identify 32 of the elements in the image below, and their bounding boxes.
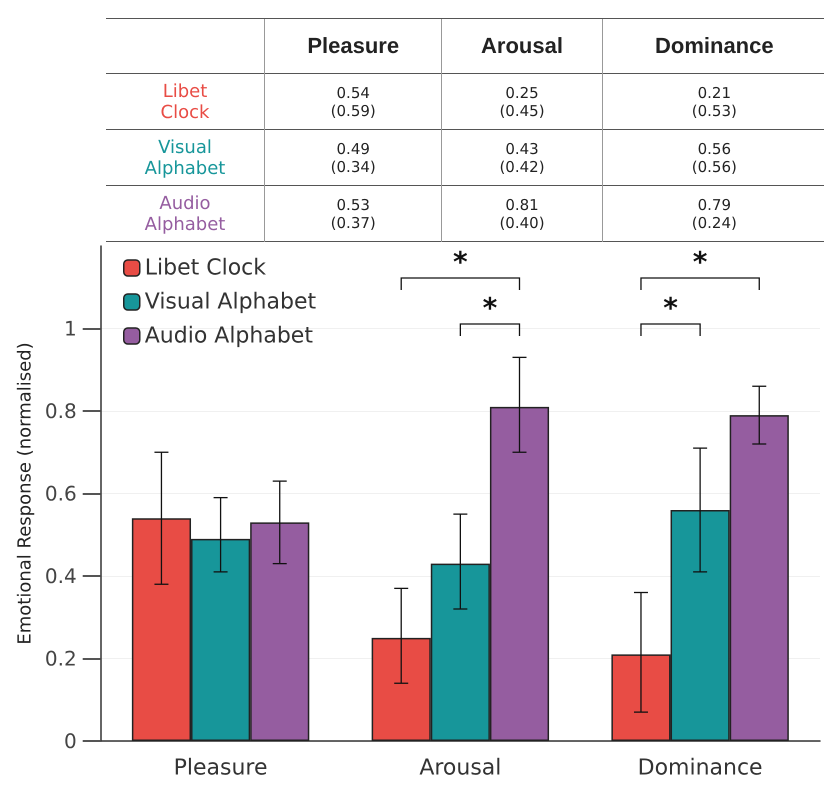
legend-label: Audio Alphabet [144,324,314,348]
text: Audio Alphabet [144,192,226,234]
text: 0.49 (0.34) [264,130,442,186]
y-tick-label: 0.2 [44,646,77,670]
category-label: Dominance [655,33,774,58]
text: 0.81 (0.40) [442,186,602,242]
text: 0.21 (0.53) [602,74,824,130]
y-axis-title: Emotional Response (normalised) [14,342,36,645]
category-label: Arousal [481,33,563,58]
text: 0.56 (0.56) [602,130,824,186]
text: 0.54 (0.59) [264,74,442,130]
text: 0.79 (0.24) [602,186,824,242]
text: 0.53 (0.37) [264,186,442,242]
text: 0.43 (0.42) [442,130,602,186]
y-tick-label: 0.8 [44,399,77,423]
x-tick-label: Pleasure [174,756,268,780]
x-tick-label: Arousal [419,756,502,780]
legend-label: Visual Alphabet [144,290,316,314]
annotation: * [453,246,468,278]
text: Libet Clock [160,80,210,122]
annotation: * [692,246,708,278]
legend-label: Libet Clock [144,256,266,280]
x-tick-label: Dominance [638,756,763,780]
annotation: * [663,292,678,324]
annotation: * [482,292,498,324]
y-tick-label: 0.6 [44,482,77,506]
y-tick-label: 1 [64,316,77,340]
y-tick-label: 0 [64,729,77,753]
category-label: Pleasure [307,33,400,58]
y-tick-label: 0.4 [44,564,77,588]
text: 0.25 (0.45) [442,74,602,130]
text: Visual Alphabet [144,136,226,178]
